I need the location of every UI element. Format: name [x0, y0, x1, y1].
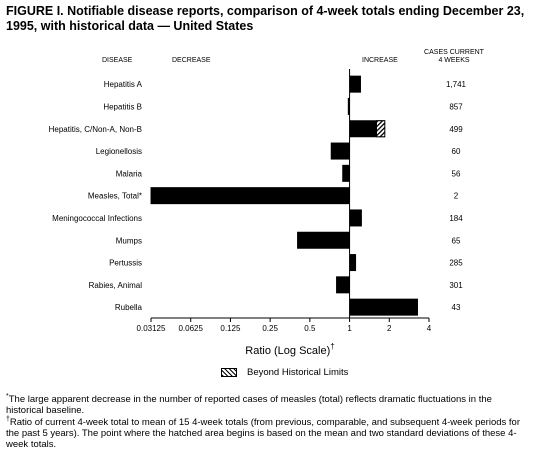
x-axis-label-mark: †	[330, 342, 334, 351]
bar-9	[336, 276, 350, 294]
cases-value-5: 2	[454, 192, 459, 201]
figure-title: FIGURE I. Notifiable disease reports, co…	[6, 4, 525, 33]
category-label-9: Rabies, Animal	[89, 281, 143, 290]
footnote-dagger-mark: †	[6, 415, 10, 423]
cases-value-1: 857	[449, 102, 463, 111]
footnote-measles: *The large apparent decrease in the numb…	[6, 392, 531, 417]
cases-value-8: 285	[449, 259, 463, 268]
footnotes: *The large apparent decrease in the numb…	[6, 392, 531, 451]
legend-hatch-swatch	[221, 368, 237, 377]
category-label-8: Pertussis	[109, 259, 142, 268]
cases-value-7: 65	[452, 236, 461, 245]
category-label-5: Measles, Total*	[88, 192, 142, 201]
x-tick-label-1: 0.0625	[178, 324, 203, 333]
category-label-1: Hepatitis B	[103, 102, 142, 111]
x-tick-label-5: 1	[347, 324, 352, 333]
cases-value-6: 184	[449, 214, 463, 223]
category-label-3: Legionellosis	[96, 147, 142, 156]
footnote-star-text: The large apparent decrease in the numbe…	[6, 394, 492, 417]
x-tick-label-7: 4	[427, 324, 432, 333]
x-tick-label-0: 0.03125	[137, 324, 166, 333]
header-disease: DISEASE	[102, 57, 133, 64]
bar-0	[349, 75, 361, 93]
footnote-ratio: †Ratio of current 4-week total to mean o…	[6, 415, 531, 451]
header-cases-weeks: 4 WEEKS	[438, 57, 469, 64]
bar-6	[349, 209, 362, 227]
x-tick-label-3: 0.25	[262, 324, 278, 333]
bar-3	[330, 142, 350, 160]
header-increase: INCREASE	[362, 57, 398, 64]
bar-5	[150, 187, 350, 205]
legend-label: Beyond Historical Limits	[247, 367, 349, 378]
header-decrease: DECREASE	[172, 57, 211, 64]
category-label-7: Mumps	[116, 236, 142, 245]
header-cases: CASES CURRENT	[424, 49, 485, 56]
category-label-10: Rubella	[115, 303, 143, 312]
bar-10	[349, 298, 418, 316]
cases-value-3: 60	[452, 147, 461, 156]
cases-value-2: 499	[449, 125, 463, 134]
category-label-4: Malaria	[116, 169, 143, 178]
category-label-0: Hepatitis A	[104, 80, 143, 89]
bar-1	[347, 97, 350, 115]
cases-value-0: 1,741	[446, 80, 467, 89]
cases-value-10: 43	[452, 303, 461, 312]
cases-value-9: 301	[449, 281, 463, 290]
x-tick-label-6: 2	[387, 324, 392, 333]
category-label-6: Meningococcal Infections	[52, 214, 142, 223]
footnote-star-mark: *	[6, 392, 9, 400]
ratio-bar-chart: DISEASE DECREASE INCREASE CASES CURRENT …	[49, 49, 485, 357]
footnote-dagger-text: Ratio of current 4-week total to mean of…	[6, 416, 521, 451]
bar-hatch-2	[376, 120, 386, 138]
cases-value-4: 56	[452, 169, 461, 178]
bar-8	[349, 254, 357, 272]
bar-4	[342, 164, 350, 182]
x-tick-label-2: 0.125	[220, 324, 241, 333]
bar-7	[297, 231, 350, 249]
category-label-2: Hepatitis, C/Non-A, Non-B	[49, 125, 142, 134]
x-tick-label-4: 0.5	[304, 324, 316, 333]
x-axis-label: Ratio (Log Scale)†	[245, 342, 334, 357]
